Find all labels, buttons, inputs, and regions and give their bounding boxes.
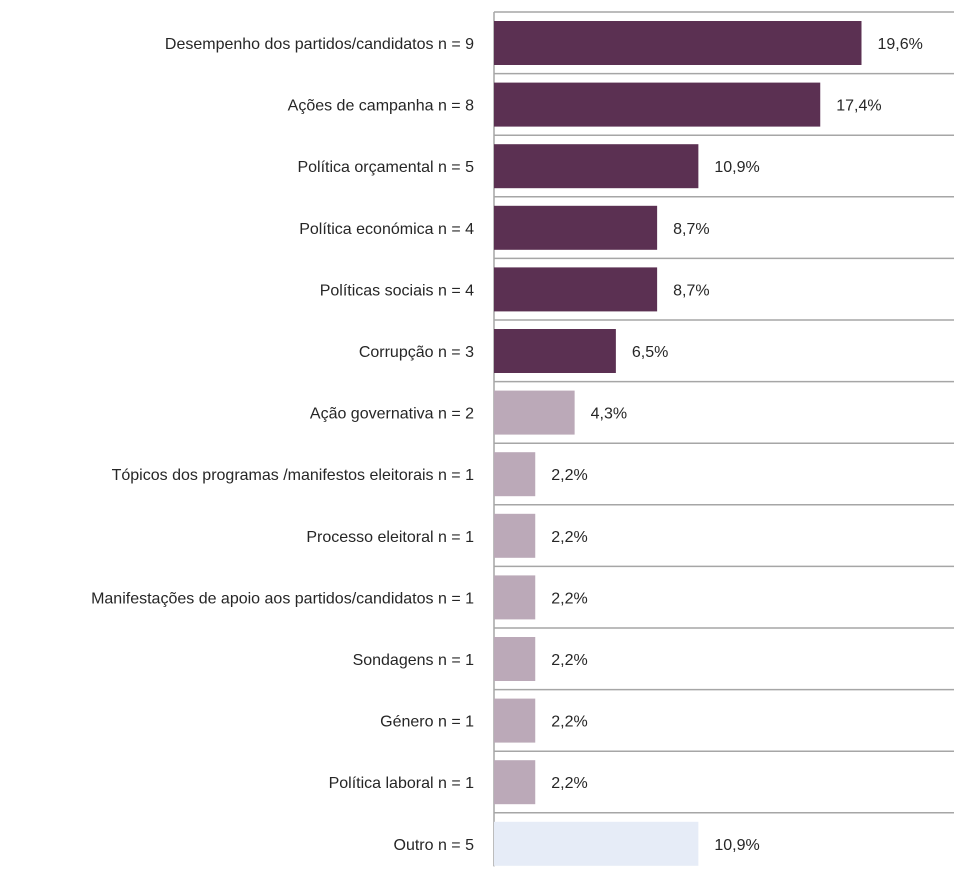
category-label: Tópicos dos programas /manifestos eleito…	[112, 467, 475, 484]
category-label: Política laboral n = 1	[329, 775, 475, 792]
bar	[494, 698, 536, 743]
value-label: 19,6%	[878, 36, 923, 53]
category-label: Política orçamental n = 5	[297, 159, 474, 176]
bar	[494, 513, 536, 558]
bar	[494, 82, 821, 127]
bar	[494, 760, 536, 805]
value-label: 4,3%	[591, 406, 627, 423]
value-label: 6,5%	[632, 344, 668, 361]
category-label: Política económica n = 4	[299, 221, 474, 238]
bar	[494, 205, 658, 250]
value-label: 2,2%	[551, 652, 587, 669]
category-label: Políticas sociais n = 4	[320, 282, 474, 299]
bar	[494, 267, 658, 312]
value-label: 2,2%	[551, 529, 587, 546]
category-label: Género n = 1	[380, 714, 474, 731]
category-label: Desempenho dos partidos/candidatos n = 9	[165, 36, 474, 53]
bar	[494, 637, 536, 681]
value-label: 8,7%	[673, 282, 709, 299]
category-label: Outro n = 5	[394, 837, 475, 854]
bar	[494, 821, 699, 866]
bar	[494, 144, 699, 189]
value-label: 10,9%	[714, 837, 759, 854]
category-label: Ações de campanha n = 8	[288, 98, 474, 115]
bar	[494, 329, 616, 373]
category-label: Processo eleitoral n = 1	[306, 529, 474, 546]
bar	[494, 390, 575, 435]
value-label: 2,2%	[551, 467, 587, 484]
value-label: 2,2%	[551, 775, 587, 792]
value-label: 17,4%	[836, 98, 881, 115]
category-label: Manifestações de apoio aos partidos/cand…	[91, 590, 474, 607]
value-label: 8,7%	[673, 221, 709, 238]
category-label: Corrupção n = 3	[359, 344, 474, 361]
bar	[494, 575, 536, 620]
value-label: 10,9%	[714, 159, 759, 176]
bar	[494, 452, 536, 497]
category-label: Sondagens n = 1	[353, 652, 475, 669]
bar	[494, 21, 862, 65]
value-label: 2,2%	[551, 714, 587, 731]
category-label: Ação governativa n = 2	[310, 406, 474, 423]
value-label: 2,2%	[551, 590, 587, 607]
